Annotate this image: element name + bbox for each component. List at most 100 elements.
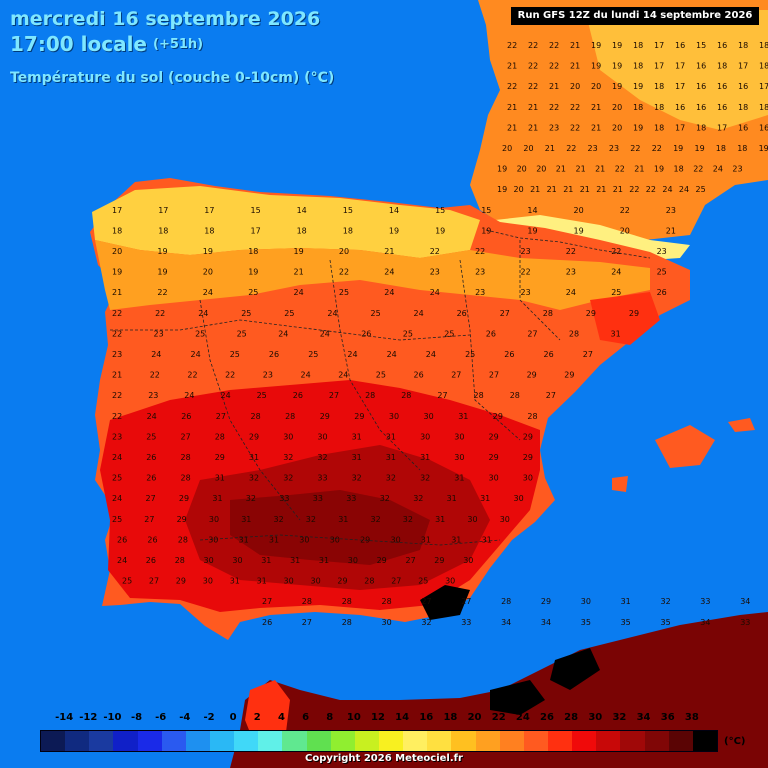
temperature-value: 29 <box>320 412 330 421</box>
temperature-value: 25 <box>112 474 122 483</box>
temperature-value: 17 <box>759 82 768 91</box>
temperature-value: 20 <box>112 247 122 256</box>
temperature-value: 28 <box>401 391 411 400</box>
temperature-value: 28 <box>181 453 191 462</box>
temperature-value: 22 <box>225 371 235 380</box>
temperature-value: 31 <box>239 535 249 544</box>
legend-tick: 0 <box>229 712 237 723</box>
temperature-value: 34 <box>541 618 551 627</box>
temperature-value: 21 <box>613 185 623 194</box>
temperature-value: 28 <box>175 556 185 565</box>
legend-swatch <box>523 731 548 751</box>
temperature-value: 22 <box>549 41 559 50</box>
iberia-north-cool-band <box>92 186 480 258</box>
temperature-value: 29 <box>629 309 639 318</box>
legend-swatch <box>137 731 162 751</box>
temperature-value: 20 <box>523 144 533 153</box>
temperature-value: 25 <box>257 391 267 400</box>
temperature-value: 26 <box>414 371 424 380</box>
temperature-value: 16 <box>717 41 727 50</box>
temperature-value: 30 <box>208 535 218 544</box>
temperature-value: 31 <box>269 535 279 544</box>
legend-tick: -2 <box>203 712 215 723</box>
legend-tick: 12 <box>371 712 385 723</box>
temperature-value: 30 <box>391 535 401 544</box>
temperature-value: 32 <box>371 515 381 524</box>
temperature-value: 24 <box>203 288 213 297</box>
temperature-value: 24 <box>662 185 672 194</box>
temperature-value: 23 <box>657 247 667 256</box>
legend-swatch <box>475 731 500 751</box>
temperature-value: 26 <box>117 535 127 544</box>
temperature-value: 28 <box>342 618 352 627</box>
temperature-value: 20 <box>612 123 622 132</box>
temperature-value: 21 <box>545 144 555 153</box>
legend-tick: 4 <box>277 712 285 723</box>
temperature-value: 22 <box>112 309 122 318</box>
temperature-value: 21 <box>547 185 557 194</box>
temperature-value: 33 <box>279 494 289 503</box>
temperature-value: 29 <box>354 412 364 421</box>
temperature-value: 22 <box>549 62 559 71</box>
temperature-value: 19 <box>157 247 167 256</box>
temperature-value: 26 <box>486 329 496 338</box>
temperature-value: 22 <box>521 268 531 277</box>
temperature-value: 29 <box>564 371 574 380</box>
temperature-value: 22 <box>566 247 576 256</box>
region-borders <box>110 229 651 546</box>
temperature-value: 31 <box>454 474 464 483</box>
temperature-value: 25 <box>339 288 349 297</box>
forecast-date: mercredi 16 septembre 2026 <box>10 8 321 30</box>
temperature-value: 24 <box>384 268 394 277</box>
temperature-value: 30 <box>232 556 242 565</box>
temperature-value: 32 <box>403 515 413 524</box>
temperature-value: 31 <box>458 412 468 421</box>
temperature-value: 26 <box>269 350 279 359</box>
legend-swatch <box>65 731 90 751</box>
temperature-value: 24 <box>679 185 689 194</box>
legend-swatch <box>258 731 283 751</box>
temperature-value: 28 <box>569 329 579 338</box>
legend-tick: 2 <box>253 712 261 723</box>
temperature-value: 23 <box>566 268 576 277</box>
temperature-value: 18 <box>204 226 214 235</box>
temperature-value: 16 <box>696 62 706 71</box>
legend-swatch <box>644 731 669 751</box>
temperature-value: 18 <box>738 41 748 50</box>
temperature-value: 24 <box>294 288 304 297</box>
temperature-value: 26 <box>146 474 156 483</box>
temperature-value: 24 <box>147 412 157 421</box>
temperature-value: 16 <box>717 82 727 91</box>
forecast-time-label: 17:00 locale <box>10 32 147 56</box>
temperature-value: 18 <box>297 226 307 235</box>
legend-swatch <box>451 731 476 751</box>
temperature-value: 19 <box>612 62 622 71</box>
temperature-value: 18 <box>633 62 643 71</box>
temperature-value: 33 <box>317 474 327 483</box>
temperature-value: 17 <box>112 206 122 215</box>
temperature-value: 29 <box>337 577 347 586</box>
temperature-value: 24 <box>347 350 357 359</box>
france-cool-band <box>585 10 768 130</box>
temperature-value: 28 <box>178 535 188 544</box>
temperature-value: 31 <box>290 556 300 565</box>
temperature-value: 18 <box>654 103 664 112</box>
north-africa-black-patch-west <box>490 680 545 715</box>
temperature-value: 22 <box>652 144 662 153</box>
temperature-value: 31 <box>261 556 271 565</box>
legend-tick: 20 <box>467 712 482 723</box>
temperature-value: 19 <box>435 226 445 235</box>
temperature-value: 17 <box>654 41 664 50</box>
temperature-value: 23 <box>475 268 485 277</box>
temperature-value: 21 <box>112 371 122 380</box>
temperature-value: 24 <box>117 556 127 565</box>
temperature-value: 24 <box>184 391 194 400</box>
temperature-value: 31 <box>212 494 222 503</box>
temperature-value: 21 <box>549 82 559 91</box>
temperature-value: 22 <box>528 41 538 50</box>
almeria-black-patch <box>420 585 470 620</box>
temperature-value: 24 <box>384 288 394 297</box>
temperature-value: 26 <box>146 556 156 565</box>
temperature-value: 31 <box>338 515 348 524</box>
